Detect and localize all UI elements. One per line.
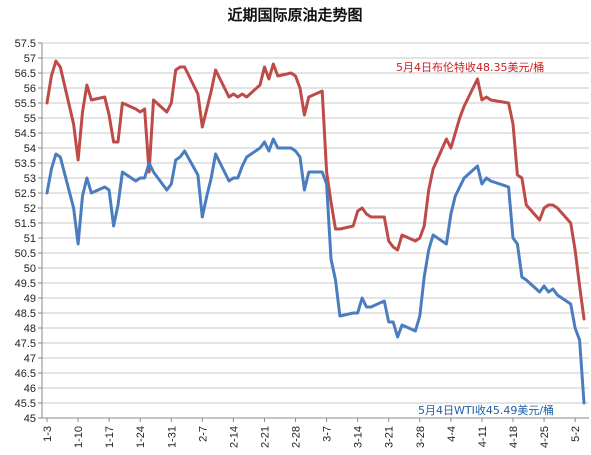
y-tick-label: 47.5 (15, 338, 36, 350)
x-tick-label: 1-3 (42, 426, 54, 442)
x-tick-label: 1-24 (135, 426, 147, 448)
y-tick-label: 46.5 (15, 368, 36, 380)
series-lines (45, 59, 586, 405)
y-tick-label: 54 (24, 143, 36, 155)
y-tick-label: 55 (24, 113, 36, 125)
brent-annotation: 5月4日布伦特收48.35美元/桶 (396, 60, 544, 74)
x-tick-label: 4-4 (446, 426, 458, 442)
x-tick-label: 1-10 (73, 426, 85, 448)
y-tick-label: 51.5 (15, 218, 36, 230)
y-tick-label: 53 (24, 173, 36, 185)
x-tick-label: 3-14 (353, 426, 365, 448)
y-tick-label: 51 (24, 233, 36, 245)
y-tick-label: 49.5 (15, 278, 36, 290)
y-tick-label: 55.5 (15, 98, 36, 110)
x-tick-label: 1-31 (166, 426, 178, 448)
y-tick-label: 53.5 (15, 158, 36, 170)
x-tick-label: 5-2 (570, 426, 582, 442)
y-tick-label: 50.5 (15, 248, 36, 260)
y-tick-label: 54.5 (15, 128, 36, 140)
y-tick-label: 45.5 (15, 398, 36, 410)
x-tick-label: 3-28 (415, 426, 427, 448)
x-tick-label: 1-17 (104, 426, 116, 448)
x-tick-label: 4-11 (477, 426, 489, 447)
y-axis-ticks: 45 45.5 46 46.5 47 47.5 48 48.5 49 49.5 50 50.5 51 51… (15, 38, 42, 425)
y-tick-label: 50 (24, 263, 36, 275)
x-tick-label: 3-7 (322, 426, 334, 442)
y-tick-label: 56.5 (15, 68, 36, 80)
y-tick-label: 56 (24, 83, 36, 95)
x-tick-label: 2-28 (291, 426, 303, 448)
x-tick-label: 2-21 (259, 426, 271, 448)
x-axis-ticks: 1-3 1-10 1-17 1-24 1-31 2-7 2-14 2-21 2-28 3-7 3-1… (42, 418, 582, 448)
wti-annotation: 5月4日WTI收45.49美元/桶 (418, 403, 554, 417)
y-tick-label: 57 (24, 53, 36, 65)
y-tick-label: 46 (24, 383, 36, 395)
x-tick-label: 2-7 (197, 426, 209, 442)
y-tick-label: 48 (24, 323, 36, 335)
y-tick-label: 52.5 (15, 188, 36, 200)
grid-lines (42, 42, 589, 419)
x-tick-label: 4-25 (539, 426, 551, 448)
x-tick-label: 4-18 (508, 426, 520, 448)
y-tick-label: 47 (24, 353, 36, 365)
y-tick-label: 52 (24, 203, 36, 215)
y-tick-label: 45 (24, 413, 36, 425)
y-tick-label: 48.5 (15, 308, 36, 320)
chart-title: 近期国际原油走势图 (227, 6, 362, 24)
x-tick-label: 2-14 (228, 426, 240, 448)
brent-series-line (45, 59, 586, 321)
x-tick-label: 3-21 (384, 426, 396, 448)
wti-series-line (45, 137, 586, 405)
y-tick-label: 57.5 (15, 38, 36, 50)
y-tick-label: 49 (24, 293, 36, 305)
